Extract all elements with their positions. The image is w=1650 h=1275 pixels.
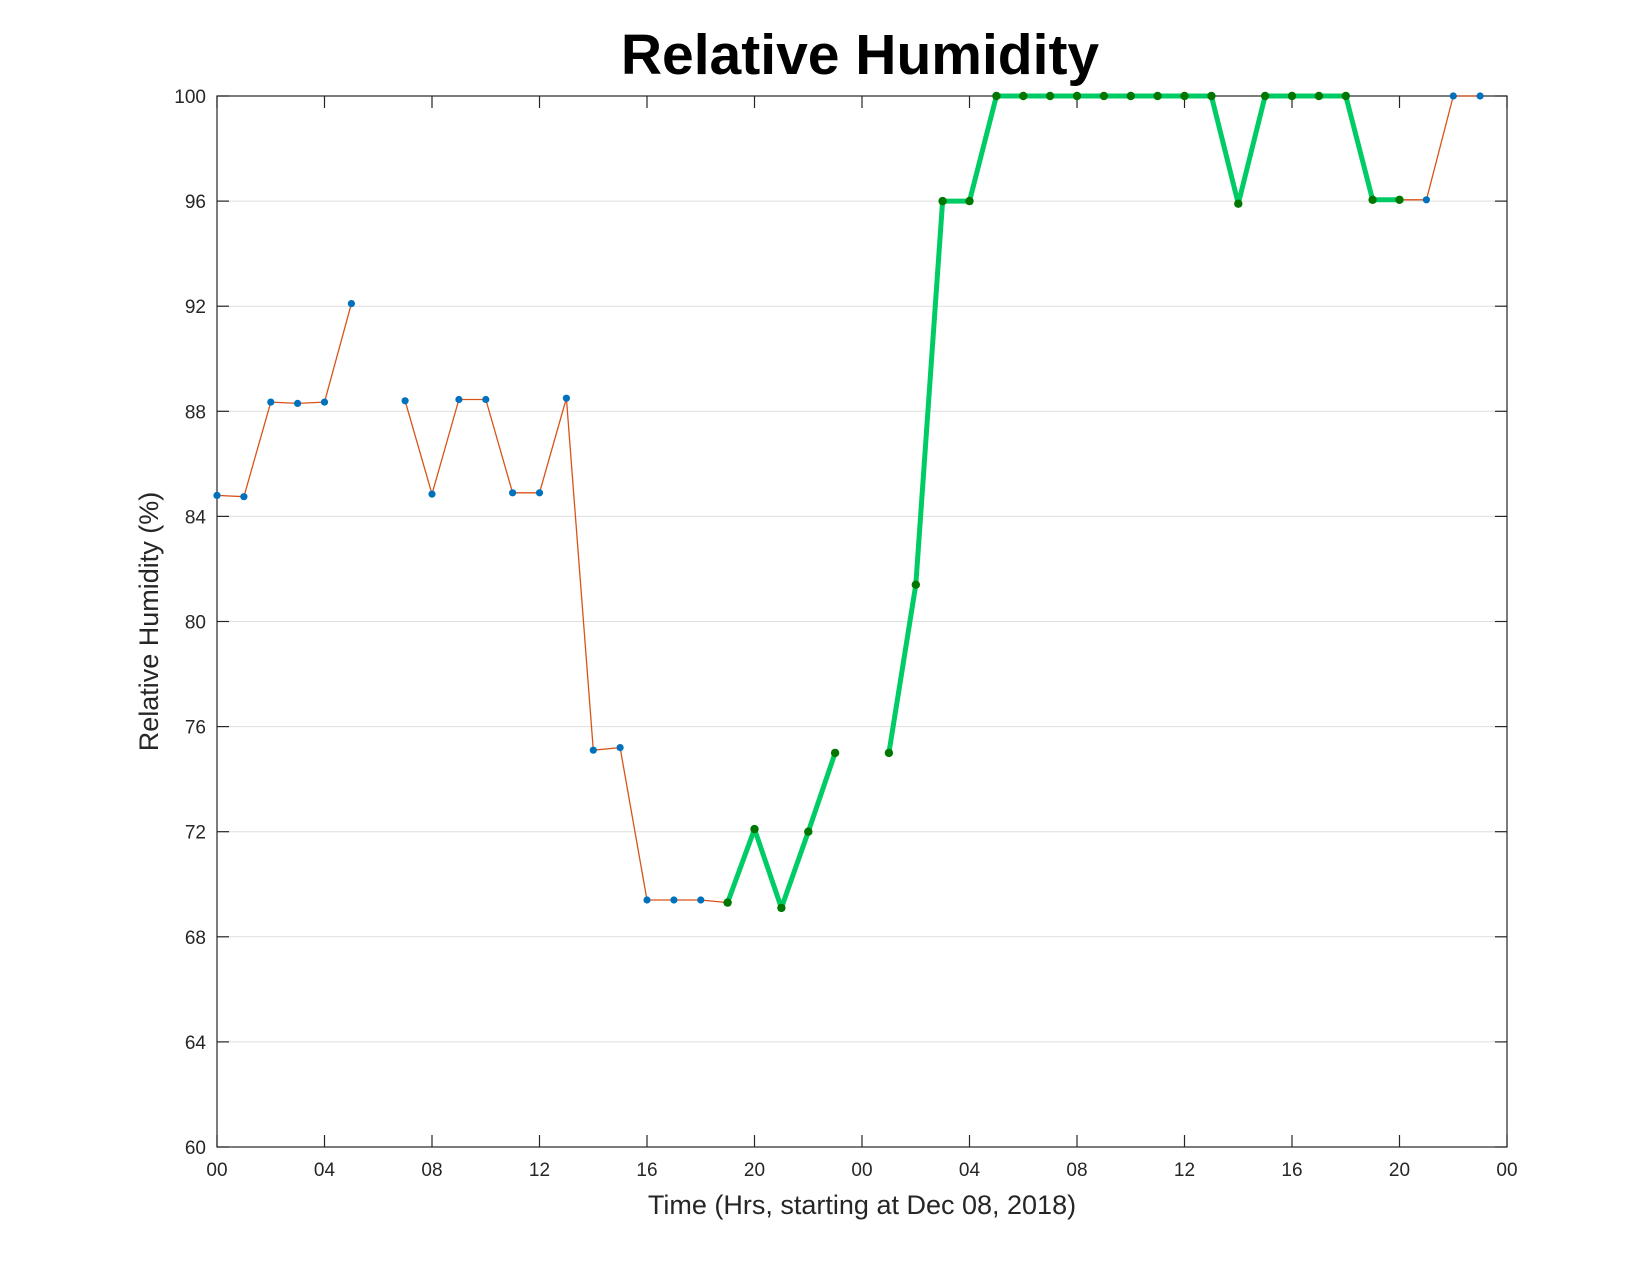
series-1-point <box>294 399 302 407</box>
series-2-line <box>886 93 1402 756</box>
series-2-point <box>1341 91 1351 101</box>
series-2-point <box>830 748 840 758</box>
series-2-point <box>1180 91 1189 101</box>
x-tick-label: 16 <box>636 1160 657 1181</box>
y-tick-label: 68 <box>185 928 206 949</box>
x-tick-label: 20 <box>744 1160 765 1181</box>
series-1-point <box>428 490 436 498</box>
x-tick-label: 00 <box>851 1160 872 1181</box>
y-tick-label: 84 <box>185 507 207 528</box>
series-2-point <box>1099 91 1109 101</box>
series-1-point <box>240 493 248 501</box>
axis-ticks: 60 64 68 72 76 80 84 88 92 96 100 00 04 08 12 16 20 00 04 0… <box>174 87 1517 1181</box>
x-tick-label: 04 <box>959 1160 981 1181</box>
x-axis-label: Time (Hrs, starting at Dec 08, 2018) <box>648 1190 1076 1220</box>
y-tick-label: 60 <box>185 1138 206 1159</box>
grid <box>217 200 1507 1043</box>
series-2-point <box>1395 195 1404 204</box>
x-tick-label: 08 <box>1066 1160 1087 1181</box>
series-2-point <box>750 824 759 834</box>
series-2-point <box>884 748 894 758</box>
series-1-point <box>562 394 571 402</box>
series-1-point <box>670 896 678 904</box>
series-2-point <box>992 91 1001 101</box>
series-1-point <box>508 489 517 497</box>
series-1-point <box>616 744 624 752</box>
series-2-line <box>725 750 838 911</box>
series-2-point <box>777 903 786 913</box>
chart-title: Relative Humidity <box>621 23 1100 87</box>
y-axis-label: Relative Humidity (%) <box>134 492 164 752</box>
series-1 <box>213 92 1484 912</box>
series-1-point <box>1449 92 1457 100</box>
x-tick-label: 16 <box>1281 1160 1302 1181</box>
y-tick-label: 72 <box>185 823 206 844</box>
x-tick-label: 00 <box>1496 1160 1517 1181</box>
series-2-point <box>1072 91 1082 101</box>
series-1-point <box>320 398 329 406</box>
y-tick-label: 88 <box>185 402 206 423</box>
series-1-point <box>401 397 409 405</box>
series-2-point <box>804 827 813 836</box>
x-tick-label: 00 <box>206 1160 227 1181</box>
series-2-point <box>1314 91 1324 101</box>
series-1-point <box>347 300 355 308</box>
x-tick-label: 04 <box>314 1160 336 1181</box>
data-series <box>213 91 1484 913</box>
y-tick-label: 92 <box>185 297 206 318</box>
series-1-point <box>455 395 463 404</box>
series-1-point <box>589 746 597 754</box>
series-2-point <box>1153 91 1162 101</box>
x-tick-label: 08 <box>421 1160 442 1181</box>
series-2-point <box>1019 91 1028 101</box>
series-1-line <box>888 95 1481 754</box>
series-2-point <box>1287 91 1297 101</box>
x-tick-label: 12 <box>1174 1160 1195 1181</box>
series-2-point <box>1260 91 1270 101</box>
x-tick-label: 20 <box>1389 1160 1410 1181</box>
series-2 <box>723 91 1404 913</box>
series-1-point <box>1422 196 1430 204</box>
y-tick-label: 96 <box>185 192 206 213</box>
series-2-point <box>1234 199 1243 208</box>
y-tick-label: 64 <box>185 1033 207 1054</box>
series-1-point <box>643 896 651 904</box>
series-2-point <box>1207 91 1216 101</box>
y-tick-label: 80 <box>185 613 206 634</box>
series-1-point <box>535 489 544 497</box>
x-tick-label: 12 <box>529 1160 550 1181</box>
y-tick-label: 76 <box>185 718 206 739</box>
series-1-point <box>482 395 490 404</box>
series-2-point <box>1126 91 1136 101</box>
series-1-point <box>267 398 275 406</box>
series-2-point <box>1368 195 1377 204</box>
series-1-point <box>213 491 221 499</box>
y-tick-label: 100 <box>174 87 206 108</box>
series-2-point <box>1045 91 1055 101</box>
series-1-point <box>697 896 705 904</box>
series-2-point <box>723 898 732 907</box>
series-1-point <box>1476 92 1484 100</box>
series-1-line <box>216 302 353 498</box>
series-2-point <box>938 196 947 206</box>
series-2-point <box>965 196 974 206</box>
series-2-point <box>911 580 920 589</box>
